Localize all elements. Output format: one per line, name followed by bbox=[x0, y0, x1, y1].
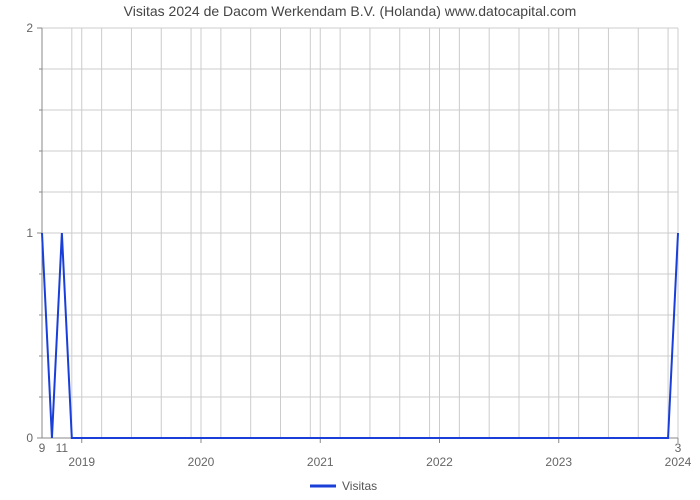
x-sub-label: 3 bbox=[675, 441, 682, 455]
x-tick-label: 2019 bbox=[68, 455, 95, 469]
chart-svg: Visitas 2024 de Dacom Werkendam B.V. (Ho… bbox=[0, 0, 700, 500]
visits-line-chart: Visitas 2024 de Dacom Werkendam B.V. (Ho… bbox=[0, 0, 700, 500]
x-tick-label: 2023 bbox=[545, 455, 572, 469]
x-tick-label: 2021 bbox=[307, 455, 334, 469]
x-sub-label: 9 bbox=[39, 441, 46, 455]
y-tick-label: 1 bbox=[26, 226, 33, 240]
chart-title: Visitas 2024 de Dacom Werkendam B.V. (Ho… bbox=[124, 3, 577, 19]
x-tick-label: 2022 bbox=[426, 455, 453, 469]
x-tick-label: 2024 bbox=[665, 455, 692, 469]
x-tick-label: 2020 bbox=[188, 455, 215, 469]
chart-background bbox=[0, 0, 700, 500]
y-tick-label: 0 bbox=[26, 431, 33, 445]
legend-label: Visitas bbox=[342, 479, 377, 493]
y-tick-label: 2 bbox=[26, 21, 33, 35]
x-sub-label: 11 bbox=[56, 441, 69, 455]
